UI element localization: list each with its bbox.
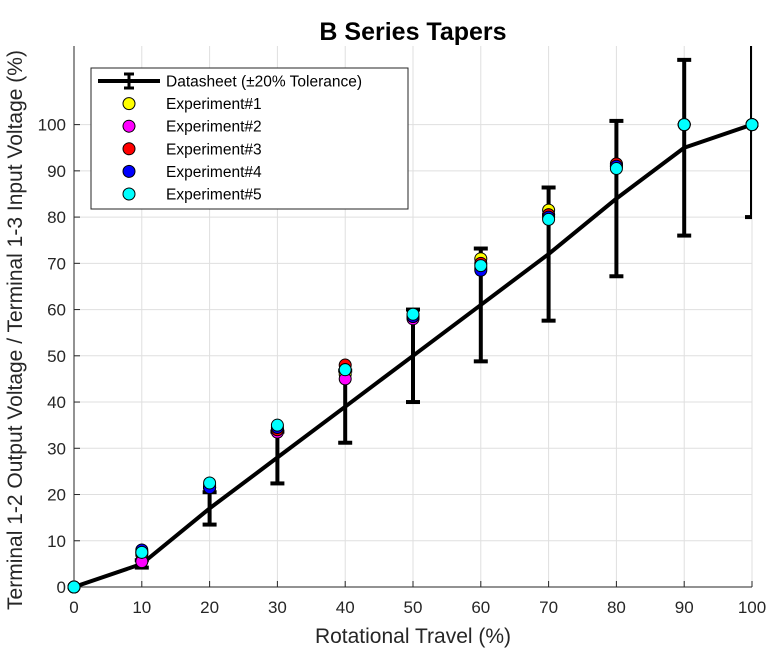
legend-marker-swatch	[122, 119, 136, 133]
y-tick-label: 100	[38, 116, 66, 135]
chart-title: B Series Tapers	[319, 18, 506, 46]
y-tick-label: 60	[47, 301, 66, 320]
x-tick-label: 60	[471, 598, 490, 617]
y-tick-label: 10	[47, 532, 66, 551]
tick-labels: 0 10 20 30 40 50 60 70 80 90 100 0 10 20 30 40 50 60 70 80 9…	[38, 116, 767, 617]
data-point	[677, 118, 691, 132]
y-tick-label: 80	[47, 208, 66, 227]
x-axis-label: Rotational Travel (%)	[315, 625, 511, 648]
legend-entry-label: Experiment#1	[166, 96, 262, 113]
legend-entry-label: Experiment#3	[166, 141, 262, 158]
legend-marker-swatch	[122, 142, 136, 156]
y-tick-label: 30	[47, 439, 66, 458]
x-tick-label: 0	[69, 598, 78, 617]
x-tick-label: 30	[268, 598, 287, 617]
x-tick-label: 100	[738, 598, 766, 617]
axes	[73, 46, 753, 588]
x-tick-label: 70	[539, 598, 558, 617]
series-experiment-5	[67, 118, 759, 594]
y-tick-label: 90	[47, 162, 66, 181]
legend-marker-swatch	[122, 97, 136, 111]
y-tick-label: 20	[47, 486, 66, 505]
series-layer	[67, 46, 759, 594]
y-tick-label: 40	[47, 393, 66, 412]
x-tick-label: 10	[132, 598, 151, 617]
y-tick-label: 70	[47, 254, 66, 273]
x-tick-label: 50	[404, 598, 423, 617]
data-point	[542, 212, 556, 226]
x-tick-label: 20	[200, 598, 219, 617]
data-point	[203, 476, 217, 490]
y-axis-label: Terminal 1-2 Output Voltage / Terminal 1…	[4, 50, 27, 610]
legend-marker-swatch	[122, 187, 136, 201]
x-tick-label: 90	[675, 598, 694, 617]
datasheet-line	[74, 122, 752, 587]
data-point	[474, 259, 488, 273]
legend: Datasheet (±20% Tolerance) Experiment#1 Ex…	[90, 67, 409, 210]
x-tick-label: 40	[336, 598, 355, 617]
x-tick-label: 80	[607, 598, 626, 617]
legend-entry-label: Experiment#5	[166, 187, 262, 204]
data-point	[338, 363, 352, 377]
legend-entry-label: Experiment#4	[166, 164, 262, 181]
legend-box	[90, 67, 409, 210]
data-point	[609, 162, 623, 176]
legend-entry-label: Experiment#2	[166, 119, 262, 136]
legend-marker-swatch	[122, 164, 136, 178]
y-tick-label: 0	[57, 578, 66, 597]
data-point	[67, 580, 81, 594]
legend-entry-label: Datasheet (±20% Tolerance)	[166, 74, 362, 91]
y-tick-label: 50	[47, 347, 66, 366]
data-point	[270, 418, 284, 432]
data-point	[135, 545, 149, 559]
data-point	[406, 307, 420, 321]
data-point	[745, 118, 759, 132]
